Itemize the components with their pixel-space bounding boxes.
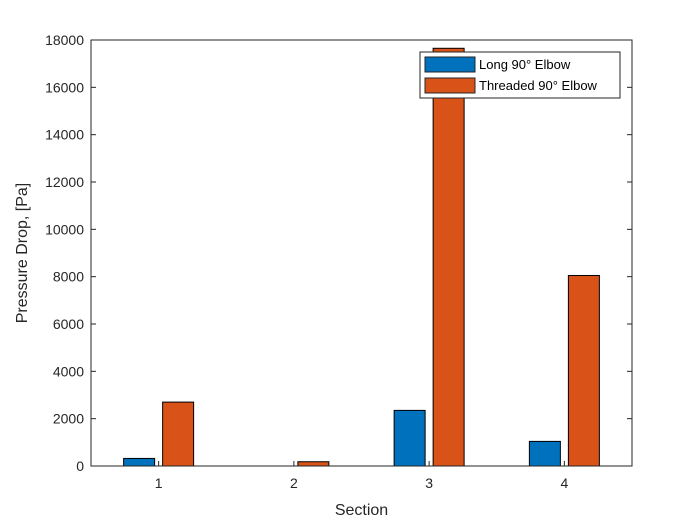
y-tick-label: 2000 bbox=[53, 411, 84, 427]
x-tick-label: 1 bbox=[155, 475, 163, 491]
plot-area bbox=[91, 40, 632, 466]
x-tick-label: 3 bbox=[425, 475, 433, 491]
y-tick-label: 0 bbox=[76, 458, 84, 474]
plot-frame bbox=[90, 39, 633, 467]
bar-series1-section-1 bbox=[123, 457, 156, 467]
legend-label-threaded-elbow: Threaded 90° Elbow bbox=[479, 78, 598, 93]
y-tick-label: 14000 bbox=[45, 127, 84, 143]
legend-swatch-long-elbow bbox=[424, 56, 476, 73]
bar-series1-section-3 bbox=[393, 409, 426, 467]
legend: Long 90° Elbow Threaded 90° Elbow bbox=[419, 51, 621, 99]
bar-series2-section-1 bbox=[162, 401, 195, 467]
y-axis-title: Pressure Drop, [Pa] bbox=[14, 183, 31, 324]
bars-group bbox=[123, 47, 600, 467]
y-tick-label: 6000 bbox=[53, 316, 84, 332]
x-tick-label: 4 bbox=[560, 475, 568, 491]
y-tick-label: 4000 bbox=[53, 363, 84, 379]
y-tick-label: 10000 bbox=[45, 221, 84, 237]
bar-series2-section-2 bbox=[297, 461, 330, 467]
bar-series1-section-4 bbox=[528, 440, 561, 467]
legend-swatch-threaded-elbow bbox=[424, 77, 476, 94]
x-tick-label: 2 bbox=[290, 475, 298, 491]
ticks-group: 1 2 3 4 0 2000 4000 6000 8000 10000 12000 14000 1600… bbox=[45, 32, 632, 491]
y-tick-label: 8000 bbox=[53, 269, 84, 285]
y-tick-label: 16000 bbox=[45, 79, 84, 95]
y-tick-label: 12000 bbox=[45, 174, 84, 190]
y-tick-label: 18000 bbox=[45, 32, 84, 48]
x-axis-title: Section bbox=[335, 502, 388, 519]
bar-series2-section-3 bbox=[432, 47, 465, 467]
legend-label-long-elbow: Long 90° Elbow bbox=[479, 57, 571, 72]
bar-series2-section-4 bbox=[567, 274, 600, 467]
